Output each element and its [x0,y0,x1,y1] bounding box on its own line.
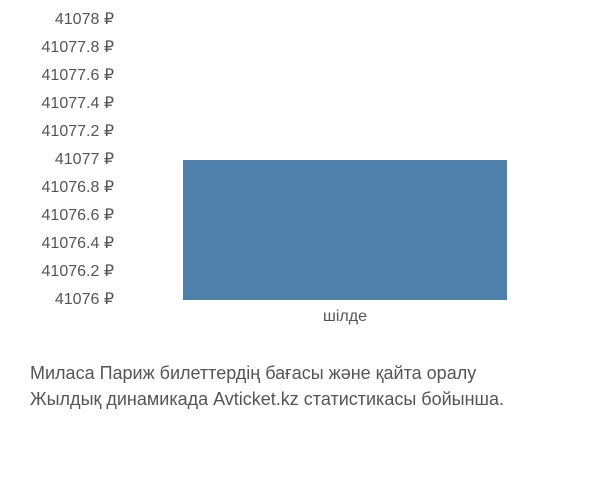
y-tick-label: 41077.4 ₽ [4,96,114,112]
y-tick-label: 41076.4 ₽ [4,236,114,252]
y-tick-label: 41076.8 ₽ [4,180,114,196]
caption-line-2: Жылдық динамикада Avticket.kz статистика… [30,386,504,412]
x-tick-label: шілде [323,308,367,326]
y-tick-label: 41077.6 ₽ [4,68,114,84]
y-tick-label: 41077 ₽ [4,152,114,168]
price-bar-chart: 41078 ₽ 41077.8 ₽ 41077.6 ₽ 41077.4 ₽ 41077.… [0,0,600,500]
caption-line-1: Миласа Париж билеттердің бағасы және қай… [30,360,504,386]
chart-caption: Миласа Париж билеттердің бағасы және қай… [30,360,504,412]
y-tick-label: 41076 ₽ [4,292,114,308]
bar [183,160,507,300]
y-tick-label: 41077.2 ₽ [4,124,114,140]
y-tick-label: 41076.2 ₽ [4,264,114,280]
y-tick-label: 41076.6 ₽ [4,208,114,224]
y-tick-label: 41078 ₽ [4,12,114,28]
plot-area [120,20,570,300]
y-tick-label: 41077.8 ₽ [4,40,114,56]
